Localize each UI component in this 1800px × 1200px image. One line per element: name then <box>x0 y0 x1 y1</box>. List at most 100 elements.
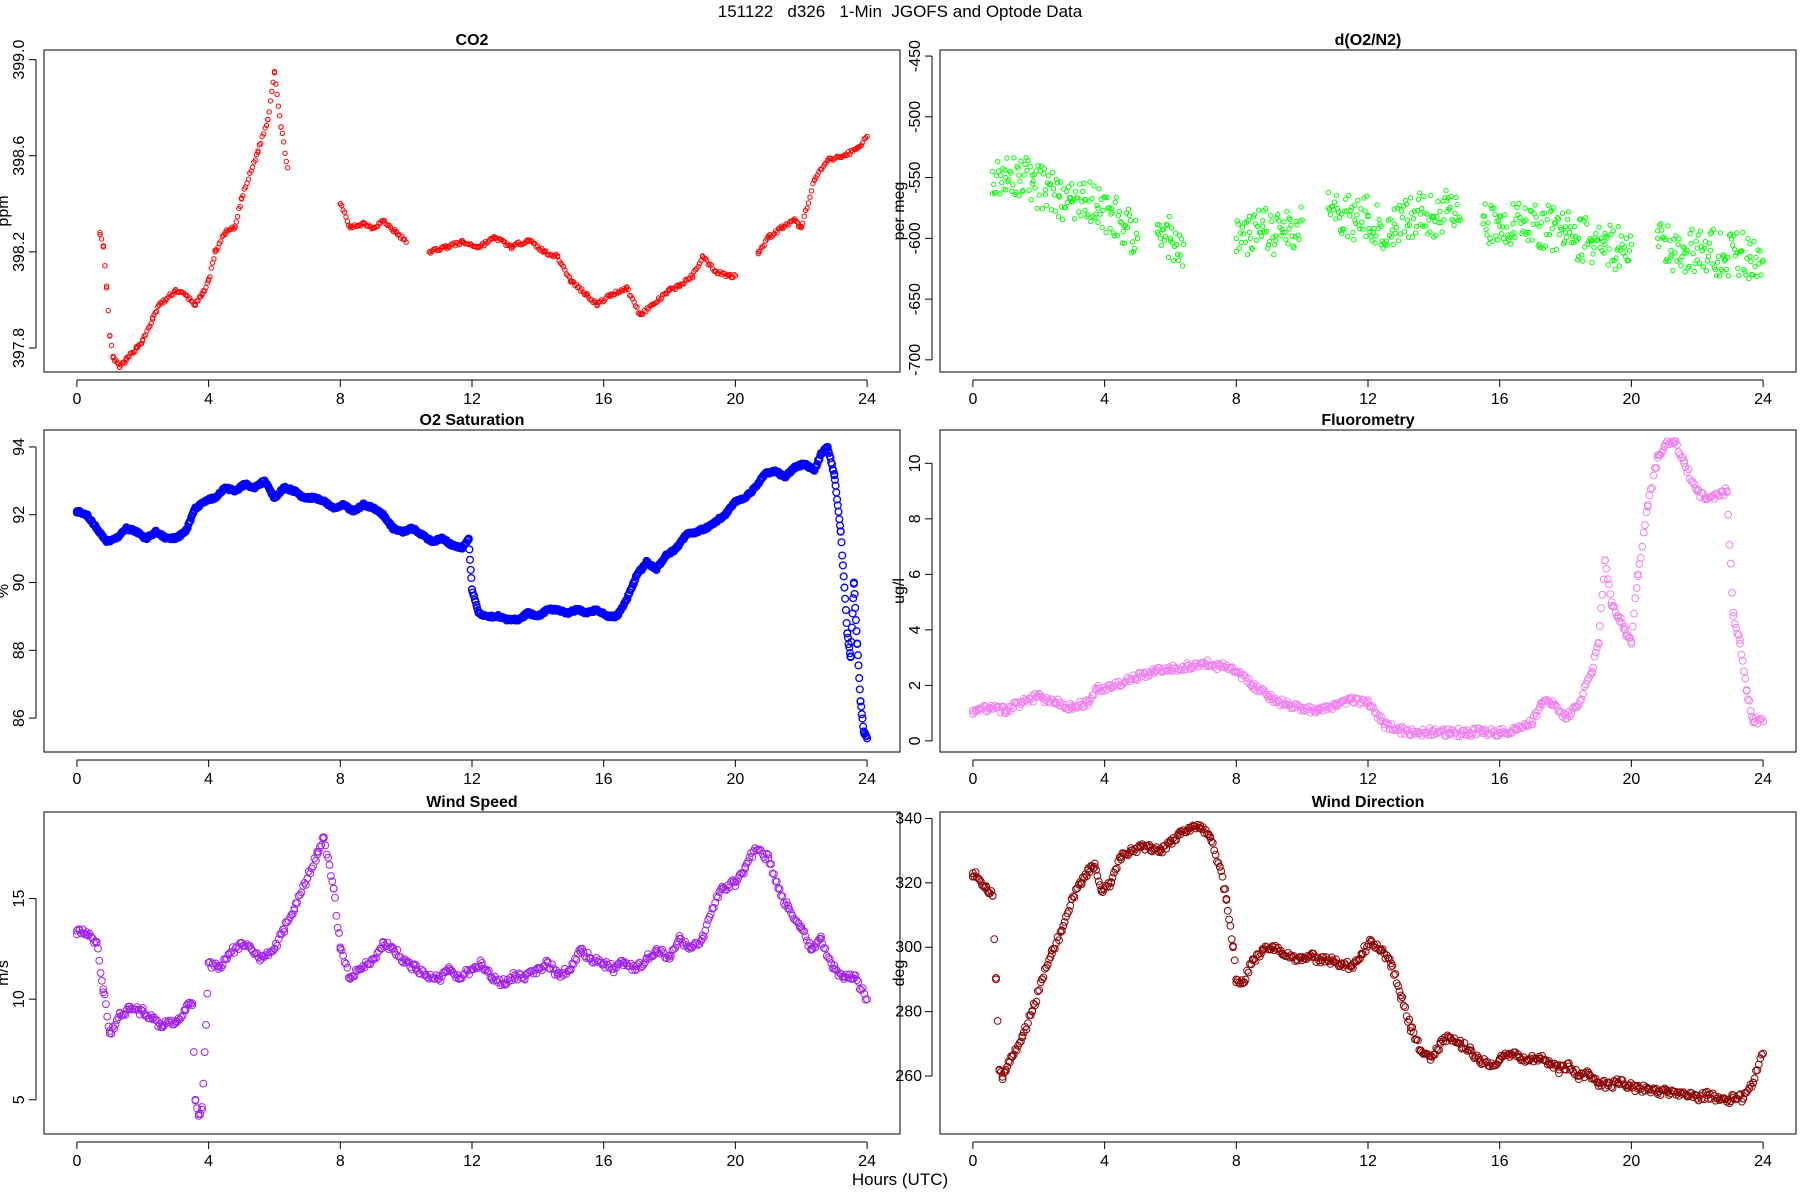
data-point <box>1662 236 1668 243</box>
data-point <box>271 68 278 75</box>
data-point <box>712 268 719 274</box>
data-point <box>233 219 240 225</box>
data-point <box>1433 232 1439 239</box>
data-point <box>646 306 652 312</box>
data-point <box>1331 700 1339 709</box>
data-point <box>1448 193 1454 200</box>
data-point <box>1533 214 1539 220</box>
data-point <box>1265 692 1274 701</box>
data-point <box>1749 714 1758 723</box>
data-point <box>1278 949 1287 958</box>
data-point <box>1599 575 1608 584</box>
data-point <box>260 131 267 137</box>
data-point <box>1060 186 1067 192</box>
data-point <box>465 545 474 554</box>
data-point <box>1078 212 1084 219</box>
x-tick-label: 0 <box>968 771 977 788</box>
data-point <box>1653 1088 1662 1096</box>
plot-frame <box>939 49 1797 373</box>
data-point <box>1027 164 1033 170</box>
data-point <box>1029 181 1035 187</box>
data-point <box>1055 214 1062 220</box>
data-point <box>1504 730 1512 739</box>
data-point <box>1551 220 1558 226</box>
data-point <box>634 304 640 310</box>
data-point <box>97 229 103 236</box>
data-point <box>846 653 855 662</box>
data-point <box>1040 698 1049 706</box>
data-point <box>351 965 360 974</box>
data-point <box>1562 224 1569 230</box>
data-point <box>586 955 595 963</box>
data-point <box>1553 1061 1562 1069</box>
data-point <box>840 583 849 592</box>
data-point <box>764 850 773 859</box>
data-point <box>171 1017 180 1026</box>
data-point <box>1251 212 1258 218</box>
data-point <box>216 961 224 970</box>
x-tick-label: 16 <box>1491 771 1509 788</box>
data-point <box>1541 210 1548 216</box>
data-point <box>1743 272 1749 278</box>
data-point <box>1423 223 1429 229</box>
data-point <box>1004 155 1010 161</box>
data-point <box>510 971 519 979</box>
data-point <box>1337 959 1346 968</box>
data-point <box>563 271 570 277</box>
data-point <box>662 551 671 560</box>
data-point <box>188 1001 197 1010</box>
data-point <box>1048 949 1056 958</box>
data-point <box>1226 922 1235 930</box>
data-point <box>1536 241 1542 248</box>
data-point <box>1026 1011 1035 1019</box>
data-point <box>1688 240 1694 247</box>
data-point <box>839 572 848 581</box>
data-point <box>565 272 571 279</box>
data-point <box>1097 885 1106 894</box>
data-point <box>534 243 541 249</box>
data-point <box>1174 251 1181 258</box>
y-axis-label: ug/l <box>891 578 908 604</box>
data-point <box>205 278 212 284</box>
data-point <box>784 904 792 913</box>
data-point <box>1037 168 1044 174</box>
data-point <box>164 1016 173 1025</box>
data-point <box>1707 247 1714 254</box>
data-point <box>854 661 863 670</box>
data-point <box>1373 233 1379 239</box>
data-point <box>805 200 812 206</box>
data-point <box>1682 269 1688 275</box>
data-point <box>1482 201 1488 207</box>
data-point <box>632 571 641 580</box>
data-point <box>1325 189 1332 196</box>
data-point <box>1594 639 1603 648</box>
data-point <box>98 976 106 985</box>
x-tick-label: 8 <box>336 391 345 408</box>
data-point <box>1186 824 1195 832</box>
data-point <box>1405 1015 1414 1024</box>
data-point <box>1373 940 1381 949</box>
data-point <box>1529 237 1535 243</box>
data-point <box>1299 217 1305 223</box>
data-point <box>1453 732 1462 741</box>
data-point <box>257 955 266 963</box>
y-tick-label: 397.8 <box>11 328 28 368</box>
chart-o2sat: O2 Saturation% 0 4 8 12 16 20 24 86 88 90 92 94 <box>0 412 901 788</box>
data-point <box>1042 191 1049 198</box>
data-point <box>1700 495 1709 504</box>
data-point <box>755 249 762 255</box>
data-point <box>689 273 696 279</box>
data-point <box>1689 226 1695 233</box>
data-point <box>1292 700 1301 709</box>
data-point <box>1407 195 1414 201</box>
data-point <box>1747 253 1753 260</box>
data-point <box>1439 229 1445 235</box>
data-point <box>501 979 509 987</box>
data-point <box>1094 202 1100 209</box>
data-point <box>1265 695 1274 704</box>
data-point <box>1603 575 1612 583</box>
data-point <box>1269 698 1278 706</box>
data-point <box>1062 204 1069 211</box>
series-points <box>969 820 1767 1107</box>
data-point <box>858 984 867 993</box>
